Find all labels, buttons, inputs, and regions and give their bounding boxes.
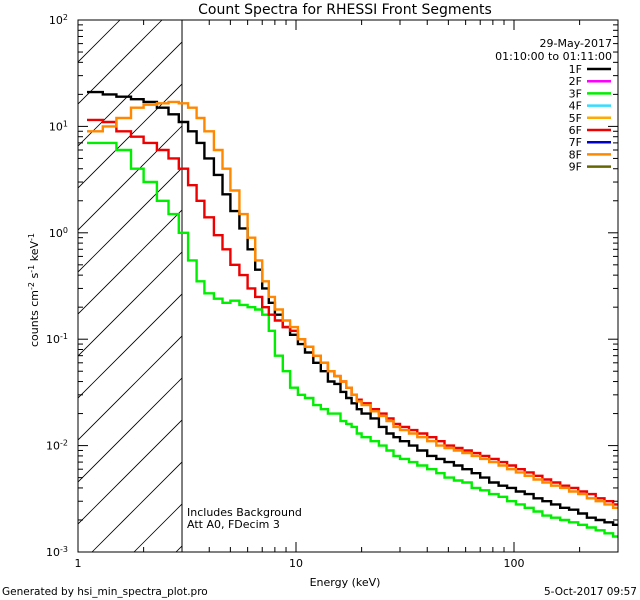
y-tick-label: 10-1	[46, 332, 68, 347]
series-line-8F	[87, 100, 618, 509]
x-tick-label: 10	[289, 557, 303, 570]
annotation-background: Includes Background	[187, 506, 302, 519]
series-line-1F	[87, 90, 618, 526]
legend-label-7F: 7F	[569, 136, 582, 149]
legend-label-6F: 6F	[569, 124, 582, 137]
footer-generated-by: Generated by hsi_min_spectra_plot.pro	[2, 586, 208, 598]
legend-label-3F: 3F	[569, 87, 582, 100]
plot-frame	[77, 19, 619, 553]
plot-date: 29-May-2017	[540, 37, 612, 50]
x-tick-label: 100	[503, 557, 524, 570]
annotation-attenuator: Att A0, FDecim 3	[187, 518, 280, 531]
axes	[77, 19, 619, 553]
hatch-line	[78, 41, 183, 147]
hatch-line	[78, 377, 183, 483]
y-axis-label: counts cm-2 s-1 keV-1	[27, 233, 42, 347]
legend-label-1F: 1F	[569, 63, 582, 76]
y-tick-label: 10-2	[46, 438, 68, 453]
y-tick-label: 10-3	[46, 545, 68, 560]
legend-label-9F: 9F	[569, 161, 582, 174]
legend-label-2F: 2F	[569, 75, 582, 88]
x-tick-label: 1	[75, 557, 82, 570]
hatch-line	[78, 209, 183, 315]
series-line-3F	[87, 141, 618, 538]
legend-label-4F: 4F	[569, 100, 582, 113]
hatch-line	[78, 251, 183, 357]
hatch-line	[78, 419, 183, 525]
hatch-line	[91, 461, 183, 552]
chart-title: Count Spectra for RHESSI Front Segments	[198, 2, 492, 18]
x-axis-label: Energy (keV)	[310, 576, 381, 589]
series-group	[87, 90, 618, 538]
plot-time-range: 01:10:00 to 01:11:00	[495, 50, 612, 63]
footer-timestamp: 5-Oct-2017 09:57	[544, 586, 637, 598]
y-tick-label: 102	[49, 13, 68, 28]
legend-label-5F: 5F	[569, 112, 582, 125]
y-tick-label: 100	[49, 225, 68, 240]
legend-label-8F: 8F	[569, 148, 582, 161]
y-tick-label: 101	[49, 119, 68, 134]
axis-ticks: 1 10 100 10-3 10-2 10-1 100 101 102	[46, 13, 619, 570]
